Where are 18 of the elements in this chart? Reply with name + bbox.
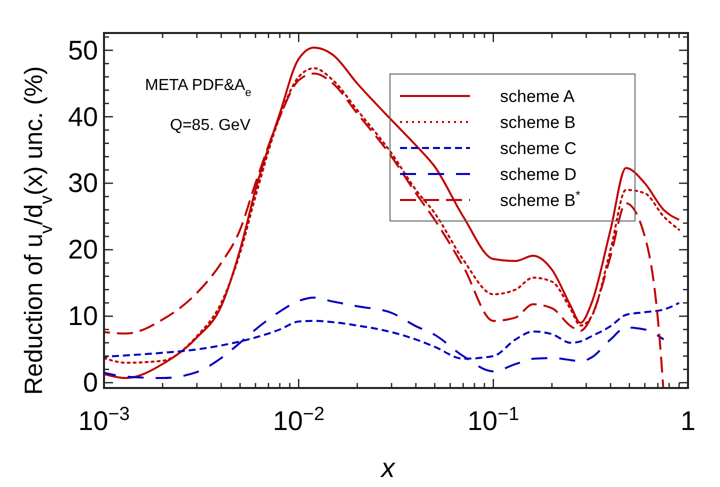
annotation: META PDF&A$_{e}$ xyxy=(145,77,252,99)
y-tick-label: 0 xyxy=(82,368,98,398)
x-axis-title: x xyxy=(379,453,396,483)
legend-label: scheme D xyxy=(500,165,577,184)
y-tick-label: 50 xyxy=(68,35,98,66)
legend-label: scheme A xyxy=(500,87,576,106)
x-tick-label: 10$^{−1}$ xyxy=(468,404,520,436)
y-tick-label: 40 xyxy=(68,102,98,132)
legend-label: scheme B xyxy=(500,113,576,132)
x-tick-label: 1 xyxy=(680,406,696,436)
legend-label: scheme C xyxy=(500,139,577,158)
y-tick-label: 30 xyxy=(68,168,98,198)
legend-label: scheme B$^{*}$ xyxy=(500,188,581,210)
x-tick-label: 10$^{−3}$ xyxy=(78,404,130,436)
x-tick-label: 10$^{−2}$ xyxy=(272,404,324,436)
annotation: Q=85. GeV xyxy=(170,117,251,134)
y-tick-label: 10 xyxy=(68,301,98,332)
y-tick-label: 20 xyxy=(68,234,98,265)
